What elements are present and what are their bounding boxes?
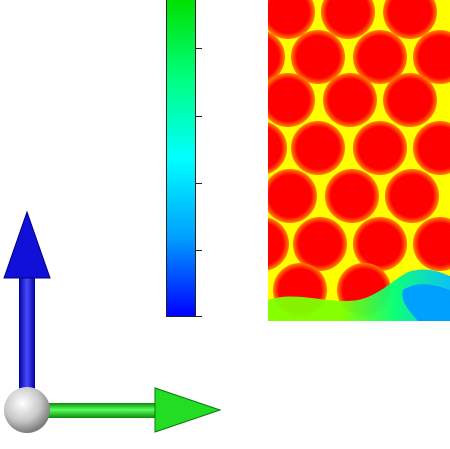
- field-blob: [293, 217, 347, 271]
- field-blob: [383, 73, 437, 127]
- contour-field-plot[interactable]: [268, 0, 450, 321]
- field-blob: [321, 0, 375, 39]
- field-blob: [353, 30, 407, 84]
- field-blob: [325, 169, 379, 223]
- field-blob: [268, 73, 315, 127]
- field-blob: [353, 121, 407, 175]
- field-blob: [291, 121, 345, 175]
- orientation-triad: [3, 210, 222, 433]
- field-lowest-region: [402, 284, 450, 321]
- field-blob: [385, 169, 439, 223]
- y-axis-shaft: [19, 275, 35, 410]
- field-blob: [353, 217, 407, 271]
- x-axis-arrowhead: [154, 387, 222, 433]
- field-blob: [413, 30, 450, 84]
- field-blob: [268, 169, 317, 223]
- field-blob: [268, 0, 315, 39]
- field-blob: [291, 30, 345, 84]
- field-blob: [268, 122, 287, 174]
- origin-sphere: [4, 387, 50, 433]
- field-blob: [268, 31, 285, 83]
- colorbar-tick: [195, 116, 202, 117]
- x-axis-shaft: [40, 403, 160, 418]
- field-blob: [268, 217, 289, 271]
- field-blob: [323, 73, 377, 127]
- field-low-region: [268, 269, 450, 321]
- field-blob: [413, 217, 450, 271]
- colorbar-tick: [195, 316, 202, 317]
- colorbar-tick: [195, 250, 202, 251]
- field-blobs: [268, 0, 450, 317]
- color-legend-bar: [166, 0, 196, 317]
- field-blob: [383, 0, 437, 39]
- y-axis-arrowhead: [3, 210, 51, 279]
- colorbar-tick: [195, 183, 202, 184]
- colorbar-tick: [195, 48, 202, 49]
- field-blob: [413, 121, 450, 175]
